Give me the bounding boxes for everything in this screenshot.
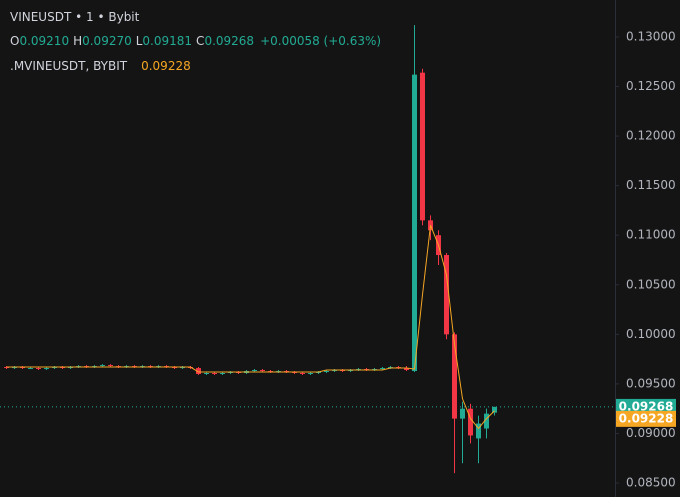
candle-body xyxy=(412,74,417,372)
y-tick-label: 0.09500 xyxy=(626,376,676,390)
interval: 1 xyxy=(86,10,94,24)
overlay-line xyxy=(6,225,495,430)
y-tick-label: 0.12000 xyxy=(626,129,676,143)
ohlc-value: 0.09270 xyxy=(82,34,132,48)
candle-body xyxy=(300,372,305,374)
y-tick-label: 0.11500 xyxy=(626,178,676,192)
y-tick-label: 0.10500 xyxy=(626,277,676,291)
candle-body xyxy=(252,370,257,372)
ohlc-key: L xyxy=(136,34,143,48)
candle-body xyxy=(324,371,329,373)
candle-body xyxy=(476,423,481,439)
candle-body xyxy=(380,368,385,370)
candle-body xyxy=(260,370,265,372)
y-tick-label: 0.13000 xyxy=(626,29,676,43)
ohlc-value: 0.09268 xyxy=(204,34,254,48)
overlay-value-badge: 0.09228 xyxy=(619,411,674,425)
y-tick-label: 0.12500 xyxy=(626,79,676,93)
ohlc-key: O xyxy=(10,34,19,48)
candle-body xyxy=(204,372,209,374)
candle-body xyxy=(28,368,33,370)
last-price-label: 0.09268 xyxy=(619,399,674,413)
candle-body xyxy=(404,368,409,371)
candle-body xyxy=(492,406,497,413)
y-tick-label: 0.08500 xyxy=(626,476,676,490)
ohlc-key: H xyxy=(73,34,82,48)
ohlc-value: 0.09181 xyxy=(142,34,192,48)
ohlc-value: 0.09210 xyxy=(19,34,69,48)
candle-body xyxy=(420,72,425,221)
change: +0.00058 (+0.63%) xyxy=(260,34,381,48)
candle-body xyxy=(444,255,449,335)
y-tick-label: 0.11000 xyxy=(626,228,676,242)
symbol: VINEUSDT xyxy=(10,10,72,24)
candle-body xyxy=(212,372,217,374)
overlay-name: .MVINEUSDT, BYBIT xyxy=(10,59,128,73)
separator: • xyxy=(71,10,86,24)
candle-body xyxy=(484,413,489,429)
candle-body xyxy=(108,365,113,367)
candle-body xyxy=(44,368,49,370)
overlay-value: 0.09228 xyxy=(141,59,191,73)
ohlc-legend: O0.09210 H0.09270 L0.09181 C0.09268 +0.00058… xyxy=(10,34,381,48)
symbol-header: VINEUSDT • 1 • Bybit xyxy=(10,10,140,24)
y-tick-label: 0.09000 xyxy=(626,426,676,440)
ohlc-key: C xyxy=(196,34,204,48)
overlay-value-badge-bg xyxy=(616,410,676,427)
candle-body xyxy=(196,368,201,374)
separator: • xyxy=(94,10,109,24)
candle-body xyxy=(308,372,313,374)
candle-body xyxy=(468,408,473,436)
y-tick-label: 0.10000 xyxy=(626,327,676,341)
overlay-legend: .MVINEUSDT, BYBIT 0.09228 xyxy=(10,59,191,73)
candle-body xyxy=(452,334,457,419)
candle-body xyxy=(36,368,41,370)
candle-body xyxy=(220,372,225,374)
exchange: Bybit xyxy=(108,10,139,24)
candle-body xyxy=(460,408,465,419)
candle-body xyxy=(100,365,105,367)
